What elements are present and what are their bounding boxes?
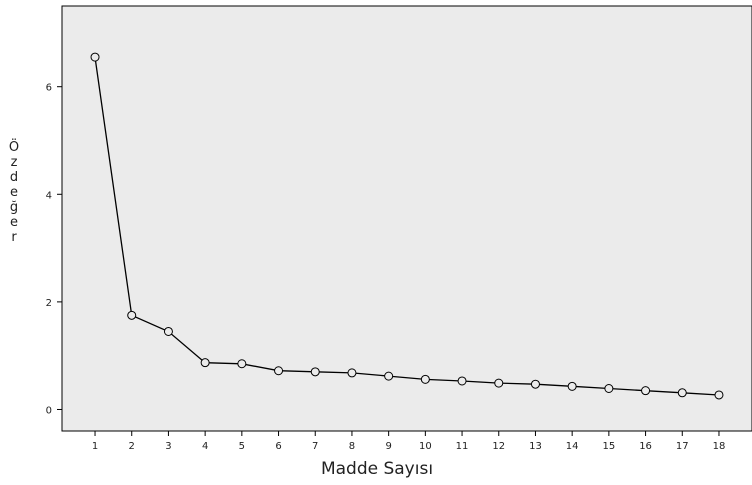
x-tick-label: 4	[202, 441, 208, 452]
data-point-marker	[200, 358, 210, 368]
x-tick-label: 17	[676, 441, 689, 452]
data-point-marker	[714, 390, 724, 400]
data-point-marker	[530, 379, 540, 389]
x-tick-label: 3	[165, 441, 171, 452]
y-axis-title-char: r	[11, 230, 17, 245]
data-point-marker	[310, 367, 320, 377]
x-tick-label: 10	[419, 441, 432, 452]
x-tick-label: 9	[385, 441, 391, 452]
x-tick-label: 16	[639, 441, 652, 452]
x-axis-title: Madde Sayısı	[321, 459, 433, 479]
plot-background	[61, 5, 752, 432]
x-tick-label: 1	[92, 441, 98, 452]
y-tick-label: 0	[46, 405, 52, 416]
x-tick-label: 11	[456, 441, 469, 452]
x-tick-label: 18	[713, 441, 726, 452]
y-tick-group: 0 2 4 6	[46, 83, 62, 416]
data-point-marker	[604, 384, 614, 393]
data-point-marker	[641, 386, 651, 396]
y-tick-label: 6	[46, 83, 52, 94]
data-point-marker	[494, 378, 504, 388]
y-axis-title-char: e	[10, 185, 18, 200]
y-axis-title-char: d	[10, 170, 18, 185]
x-tick-label: 2	[129, 441, 135, 452]
series-group	[90, 52, 724, 400]
data-point-marker	[163, 326, 173, 336]
series-line	[94, 57, 720, 396]
data-point-marker	[347, 368, 357, 378]
data-point-marker	[567, 381, 577, 391]
x-tick-label: 13	[529, 441, 542, 452]
x-tick-label: 8	[349, 441, 355, 452]
y-axis-title-char: ğ	[10, 200, 18, 215]
data-point-marker	[274, 366, 284, 376]
x-tick-label: 14	[566, 441, 579, 452]
y-tick-label: 4	[46, 190, 52, 201]
x-tick-label: 12	[492, 441, 505, 452]
x-tick-label: 7	[312, 441, 318, 452]
x-tick-label: 6	[275, 441, 281, 452]
x-tick-label: 15	[602, 441, 615, 452]
data-point-marker	[457, 376, 467, 386]
data-point-marker	[127, 310, 137, 320]
data-point-marker	[384, 371, 394, 381]
y-axis-title-char: z	[11, 155, 18, 170]
data-point-marker	[420, 374, 430, 384]
data-point-marker	[237, 359, 247, 369]
y-axis-title-char: e	[10, 215, 18, 230]
data-point-marker	[677, 388, 687, 398]
y-tick-label: 2	[46, 298, 52, 309]
y-axis-title-char: Ö	[9, 138, 19, 155]
data-point-marker	[90, 52, 100, 62]
x-tick-group: 1 2 3 4 5 6 7 8 9 10 11 12 13 14 15 16 17 18	[92, 431, 725, 452]
x-tick-label: 5	[239, 441, 245, 452]
